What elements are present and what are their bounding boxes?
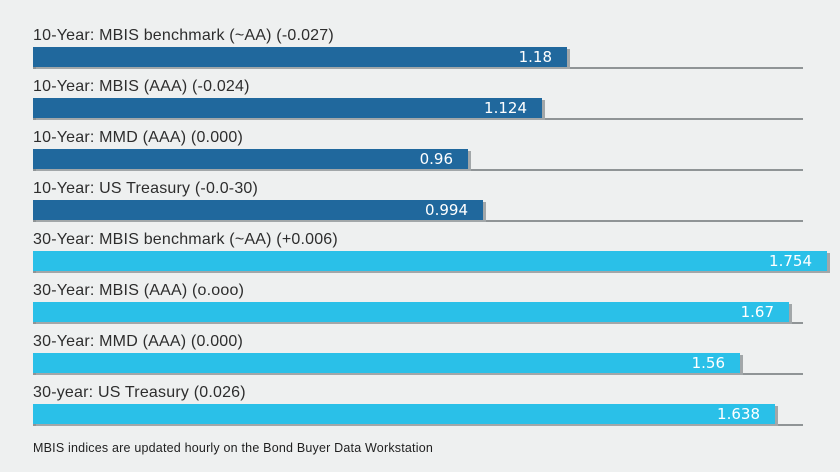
bar-value: 1.754 xyxy=(769,252,812,270)
bar-row: 30-Year: MMD (AAA) (0.000) 1.56 xyxy=(33,333,840,375)
bar-value: 1.18 xyxy=(518,48,552,66)
bar-track: 0.994 xyxy=(33,200,803,222)
bar-value: 1.124 xyxy=(484,99,527,117)
bar-label: 30-Year: MMD (AAA) (0.000) xyxy=(33,333,244,350)
bar-label: 30-Year: MBIS (AAA) (o.ooo) xyxy=(33,282,245,299)
bar-track: 1.18 xyxy=(33,47,803,69)
bar: 1.754 xyxy=(33,251,827,271)
bar-row: 30-Year: MBIS benchmark (~AA) (+0.006) 1… xyxy=(33,231,840,273)
bar: 1.124 xyxy=(33,98,542,118)
bar-row: 10-Year: US Treasury (-0.0-30) 0.994 xyxy=(33,180,840,222)
bar-value: 0.96 xyxy=(419,150,453,168)
bar-label: 10-Year: US Treasury (-0.0-30) xyxy=(33,180,259,197)
bar-row: 10-Year: MBIS benchmark (~AA) (-0.027) 1… xyxy=(33,27,840,69)
bar-label: 30-Year: MBIS benchmark (~AA) (+0.006) xyxy=(33,231,338,248)
bar-row: 10-Year: MBIS (AAA) (-0.024) 1.124 xyxy=(33,78,840,120)
bar-label: 10-Year: MMD (AAA) (0.000) xyxy=(33,129,244,146)
bar-track: 1.124 xyxy=(33,98,803,120)
bar: 0.96 xyxy=(33,149,468,169)
bar-track: 1.754 xyxy=(33,251,827,273)
bar-label: 30-year: US Treasury (0.026) xyxy=(33,384,246,401)
bar-track: 1.56 xyxy=(33,353,803,375)
bar-row: 10-Year: MMD (AAA) (0.000) 0.96 xyxy=(33,129,840,171)
bar-rows-container: 10-Year: MBIS benchmark (~AA) (-0.027) 1… xyxy=(33,27,840,426)
bar-label: 10-Year: MBIS benchmark (~AA) (-0.027) xyxy=(33,27,334,44)
bar-track: 0.96 xyxy=(33,149,803,171)
bar-row: 30-Year: MBIS (AAA) (o.ooo) 1.67 xyxy=(33,282,840,324)
bar: 0.994 xyxy=(33,200,483,220)
bar-value: 1.638 xyxy=(717,405,760,423)
bar-label: 10-Year: MBIS (AAA) (-0.024) xyxy=(33,78,250,95)
bar: 1.56 xyxy=(33,353,740,373)
chart-footnote: MBIS indices are updated hourly on the B… xyxy=(33,441,433,455)
bar-track: 1.67 xyxy=(33,302,803,324)
bar-track: 1.638 xyxy=(33,404,803,426)
bar-value: 0.994 xyxy=(425,201,468,219)
bar-row: 30-year: US Treasury (0.026) 1.638 xyxy=(33,384,840,426)
bar-value: 1.56 xyxy=(691,354,725,372)
bar-value: 1.67 xyxy=(740,303,774,321)
bar: 1.18 xyxy=(33,47,567,67)
bar: 1.67 xyxy=(33,302,789,322)
bar: 1.638 xyxy=(33,404,775,424)
